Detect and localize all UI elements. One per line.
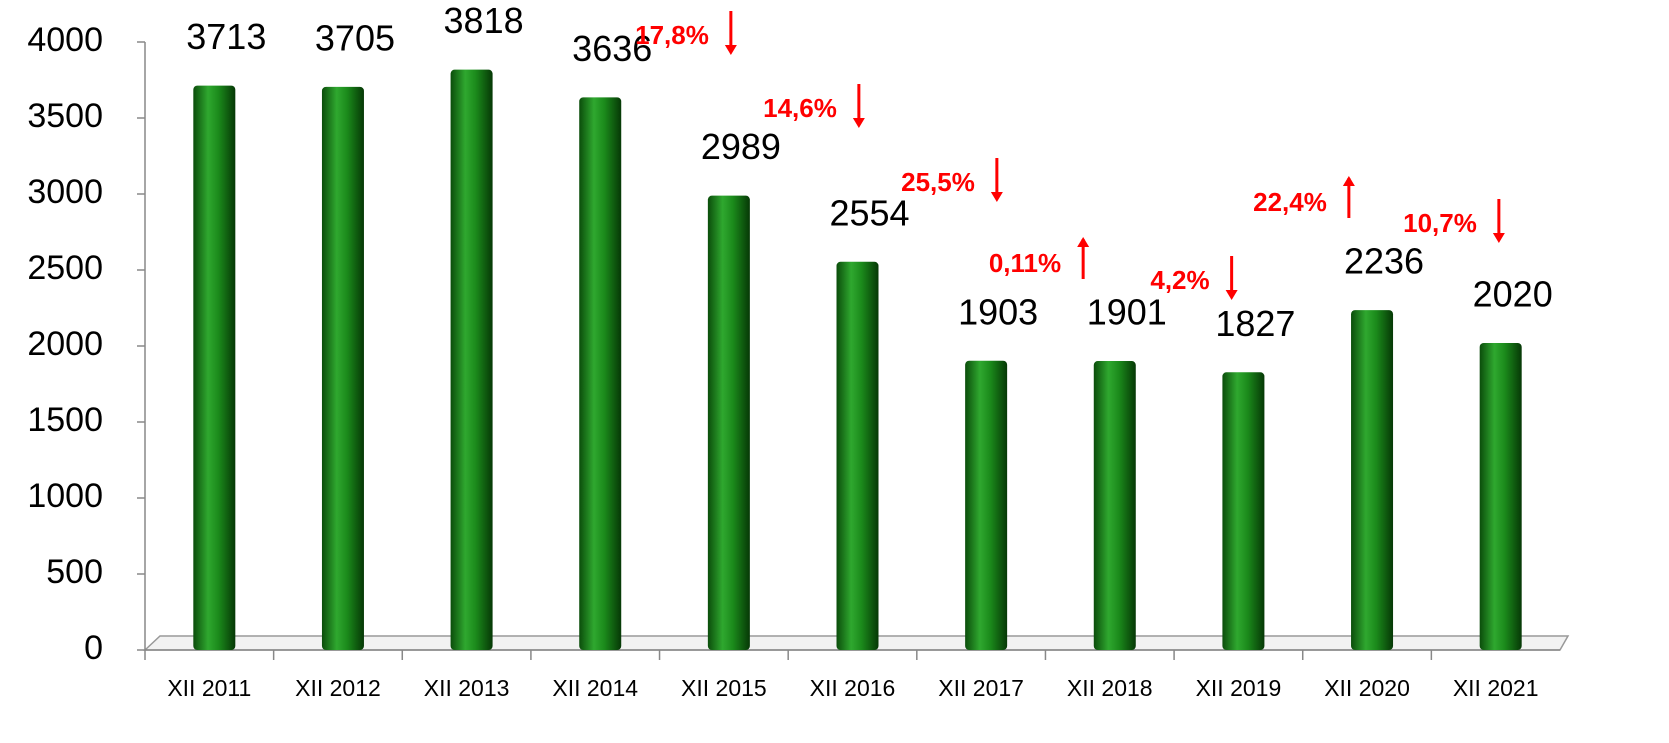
annotation: 0,11% — [989, 248, 1061, 278]
y-tick-label: 0 — [84, 629, 103, 667]
annotation: 17,8% — [635, 20, 709, 50]
bar — [1222, 372, 1265, 650]
x-tick-label: XII 2018 — [1067, 675, 1153, 701]
x-tick-label: XII 2019 — [1196, 675, 1282, 701]
bar — [1093, 361, 1136, 650]
annotation: 4,2% — [1150, 265, 1209, 295]
data-label: 1901 — [1087, 292, 1167, 333]
annotation: 10,7% — [1403, 208, 1477, 238]
bar — [836, 261, 879, 650]
y-tick-label: 3000 — [27, 173, 103, 211]
data-label: 2020 — [1473, 273, 1553, 314]
y-tick-label: 4000 — [27, 21, 103, 59]
arrow-head — [1492, 233, 1505, 243]
data-label: 2554 — [829, 192, 909, 233]
x-tick-label: XII 2021 — [1453, 675, 1539, 701]
arrow-head — [1342, 176, 1355, 186]
arrow-head — [1225, 290, 1238, 300]
data-label: 1827 — [1215, 303, 1295, 344]
bar — [965, 360, 1008, 650]
x-tick-label: XII 2016 — [810, 675, 896, 701]
y-tick-label: 500 — [46, 553, 103, 591]
data-label: 3713 — [186, 16, 266, 57]
arrow-head — [852, 118, 865, 128]
x-tick-label: XII 2012 — [295, 675, 381, 701]
arrow-head — [1077, 237, 1090, 247]
bar — [579, 97, 622, 650]
y-tick-label: 1000 — [27, 477, 103, 515]
arrow-head — [990, 192, 1003, 202]
data-label: 3636 — [572, 28, 652, 69]
x-tick-label: XII 2011 — [167, 675, 251, 701]
bar — [193, 85, 236, 650]
y-tick-label: 1500 — [27, 401, 103, 439]
x-tick-label: XII 2014 — [552, 675, 638, 701]
y-tick-label: 3500 — [27, 97, 103, 135]
bar — [1351, 310, 1394, 650]
data-label: 2989 — [701, 126, 781, 167]
data-label: 2236 — [1344, 241, 1424, 282]
x-tick-label: XII 2017 — [938, 675, 1024, 701]
arrow-head — [724, 45, 737, 55]
bar — [450, 69, 493, 650]
bar — [321, 86, 364, 651]
x-tick-label: XII 2013 — [424, 675, 510, 701]
bar — [707, 195, 750, 650]
x-tick-label: XII 2015 — [681, 675, 767, 701]
y-tick-label: 2000 — [27, 325, 103, 363]
data-label: 1903 — [958, 291, 1038, 332]
annotation: 22,4% — [1253, 187, 1327, 217]
data-label: 3705 — [315, 17, 395, 58]
annotation: 14,6% — [763, 93, 837, 123]
x-tick-label: XII 2020 — [1324, 675, 1410, 701]
bar — [1479, 342, 1522, 650]
y-tick-label: 2500 — [27, 249, 103, 287]
data-label: 3818 — [444, 0, 524, 41]
annotation: 25,5% — [901, 167, 975, 197]
